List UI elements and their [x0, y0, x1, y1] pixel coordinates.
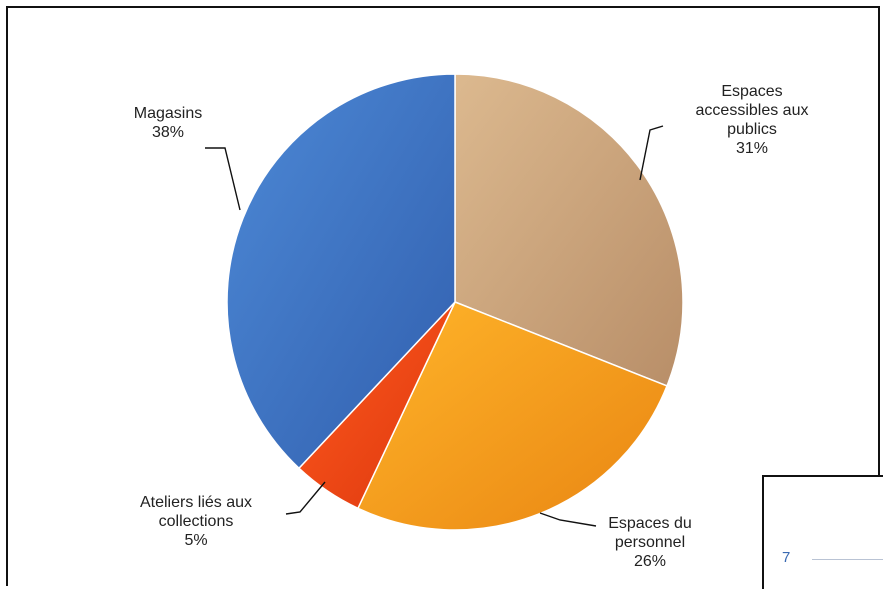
slice-label-3: Magasins 38% [134, 105, 202, 141]
slice-value-2: 5% [184, 532, 207, 549]
slice-label-line: Espaces [721, 83, 782, 100]
slice-label-line: publics [727, 121, 777, 138]
slice-label-line: personnel [615, 534, 685, 551]
slice-label-2: Ateliers liés aux collections 5% [140, 494, 252, 549]
slice-label-line: accessibles aux [696, 102, 809, 119]
leader-line-0 [639, 125, 664, 181]
slice-value-3: 38% [152, 124, 184, 141]
footer-rule [812, 559, 883, 560]
page-number: 7 [782, 549, 791, 566]
slice-label-line: Magasins [134, 105, 202, 122]
slice-value-1: 26% [634, 553, 666, 570]
slice-value-0: 31% [736, 140, 768, 157]
footer-box: 7 [762, 475, 883, 589]
slice-label-line: collections [159, 513, 234, 530]
pie-slice-3 [226, 73, 456, 470]
pie-slice-0 [454, 73, 684, 387]
slice-label-line: Espaces du [608, 515, 692, 532]
leader-line-1 [539, 512, 597, 527]
pie-slice-1 [356, 301, 668, 531]
leader-line-3 [205, 147, 241, 211]
slice-label-line: Ateliers liés aux [140, 494, 252, 511]
slice-label-1: Espaces du personnel 26% [608, 515, 692, 570]
leader-line-2 [285, 481, 326, 515]
chart-frame [6, 6, 880, 586]
slice-label-0: Espaces accessibles aux publics 31% [696, 83, 809, 157]
